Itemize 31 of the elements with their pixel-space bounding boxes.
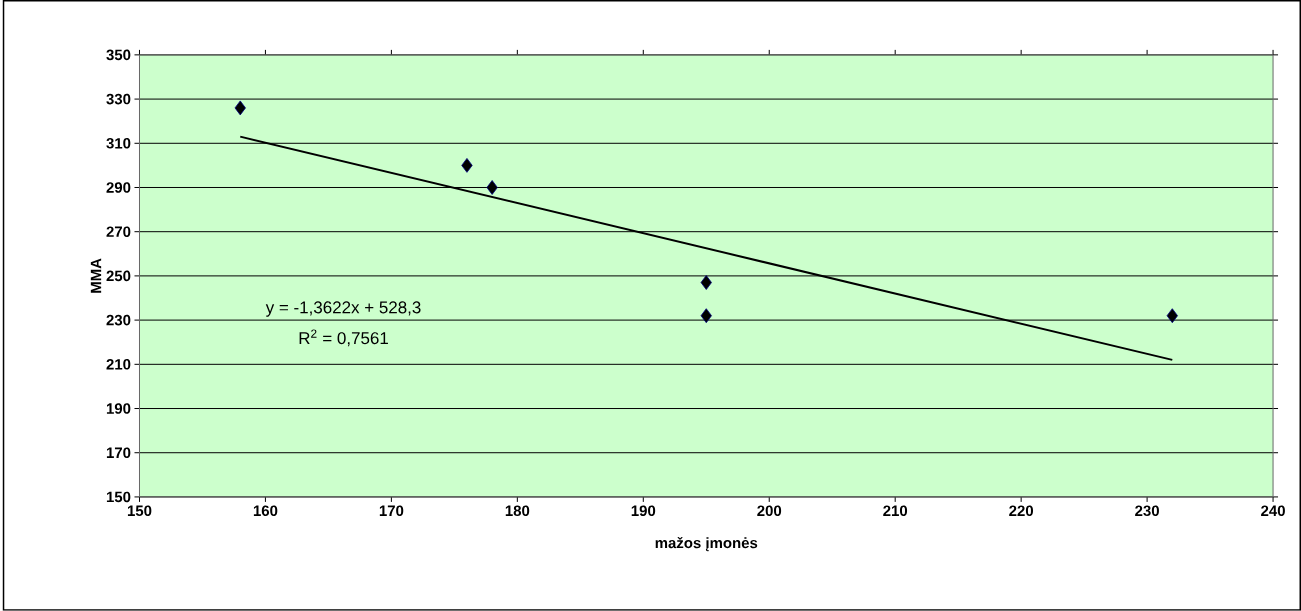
point: [1166, 308, 1178, 324]
x-tick-label: 240: [1261, 505, 1285, 517]
x-axis-title: mažos įmonės: [655, 537, 758, 552]
x-tick-label: 170: [379, 505, 404, 517]
point: [234, 100, 246, 116]
point: [700, 308, 712, 324]
x-tick-label: 180: [505, 505, 530, 517]
y-tick-label: 290: [106, 182, 131, 193]
x-tick-label: 150: [127, 505, 152, 517]
point: [461, 158, 473, 173]
y-tick-label: 330: [106, 93, 131, 105]
point: [486, 180, 498, 196]
annotation: y = -1,3622x + 528,3: [265, 301, 421, 317]
y-tick-label: 250: [106, 270, 131, 282]
x-tick-label: 210: [883, 505, 908, 517]
y-tick-label: 350: [106, 49, 131, 61]
y-tick-label: 170: [106, 447, 131, 459]
y-tick-label: 210: [106, 359, 131, 370]
x-tick-label: 190: [631, 505, 656, 517]
y-tick-label: 270: [106, 226, 131, 238]
y-tick-label: 150: [106, 491, 131, 503]
x-tick-label: 160: [253, 505, 278, 517]
annotation: R$^{2}$ = 0,7561: [299, 329, 388, 347]
point: [700, 275, 712, 291]
y-tick-label: 310: [106, 138, 131, 149]
y-axis-title: MMA: [90, 258, 102, 293]
x-tick-label: 200: [757, 505, 782, 517]
y-tick-label: 230: [106, 314, 131, 326]
x-tick-label: 220: [1009, 505, 1034, 517]
x-tick-label: 230: [1135, 505, 1159, 517]
y-tick-label: 190: [106, 403, 131, 414]
